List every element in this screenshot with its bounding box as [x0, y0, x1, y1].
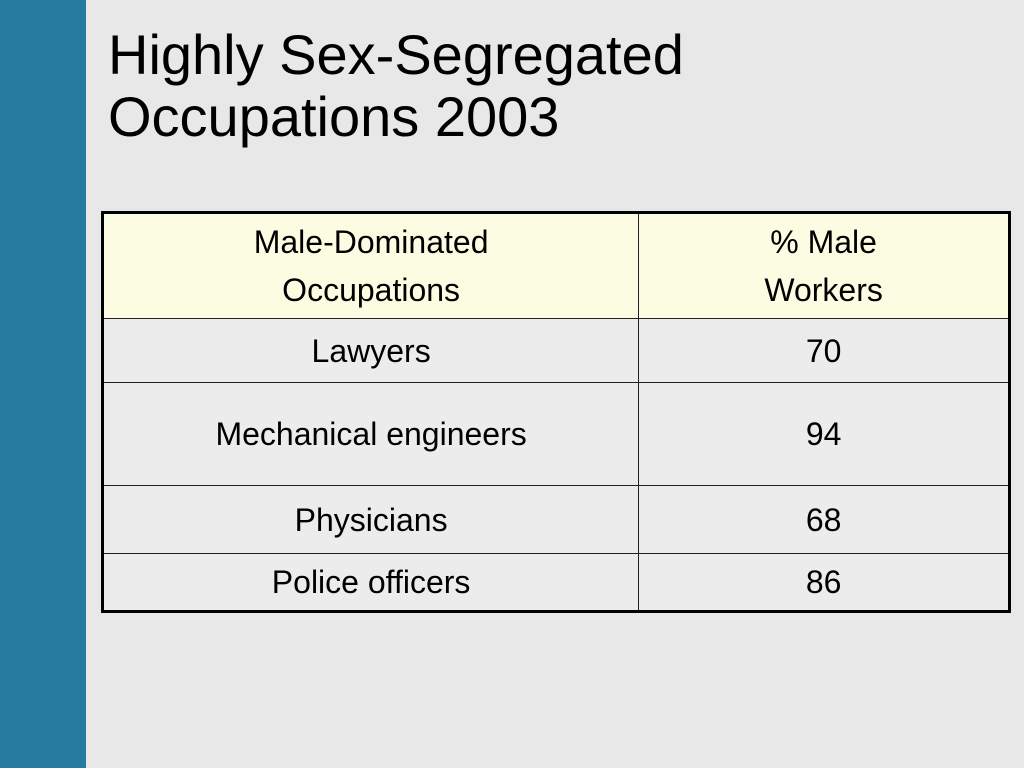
- header-occupations-line-1: Male-Dominated: [253, 224, 489, 260]
- title-line-2: Occupations 2003: [108, 85, 560, 148]
- header-occupations-line-2: Occupations: [282, 272, 461, 308]
- title-line-1: Highly Sex-Segregated: [108, 23, 684, 86]
- table-row: Lawyers 70: [101, 318, 1010, 383]
- header-percent-line-2: Workers: [764, 272, 883, 308]
- occupation-table: Male-Dominated Occupations % Male Worker…: [101, 211, 1011, 613]
- table-row: Mechanical engineers 94: [101, 382, 1010, 486]
- table-row: Police officers 86: [101, 553, 1010, 612]
- occupation-cell: Mechanical engineers: [101, 382, 640, 486]
- slide-title: Highly Sex-Segregated Occupations 2003: [108, 24, 988, 148]
- header-occupations: Male-Dominated Occupations: [101, 212, 640, 319]
- table-row: Physicians 68: [101, 485, 1010, 554]
- side-accent-band: [0, 0, 86, 768]
- table-header-row: Male-Dominated Occupations % Male Worker…: [101, 212, 1010, 319]
- occupation-cell: Lawyers: [101, 318, 640, 383]
- header-percent-male: % Male Workers: [638, 212, 1010, 319]
- occupation-cell: Physicians: [101, 485, 640, 554]
- percent-cell: 86: [638, 553, 1010, 612]
- header-percent-line-1: % Male: [770, 224, 877, 260]
- percent-cell: 70: [638, 318, 1010, 383]
- percent-cell: 68: [638, 485, 1010, 554]
- percent-cell: 94: [638, 382, 1010, 486]
- occupation-cell: Police officers: [101, 553, 640, 612]
